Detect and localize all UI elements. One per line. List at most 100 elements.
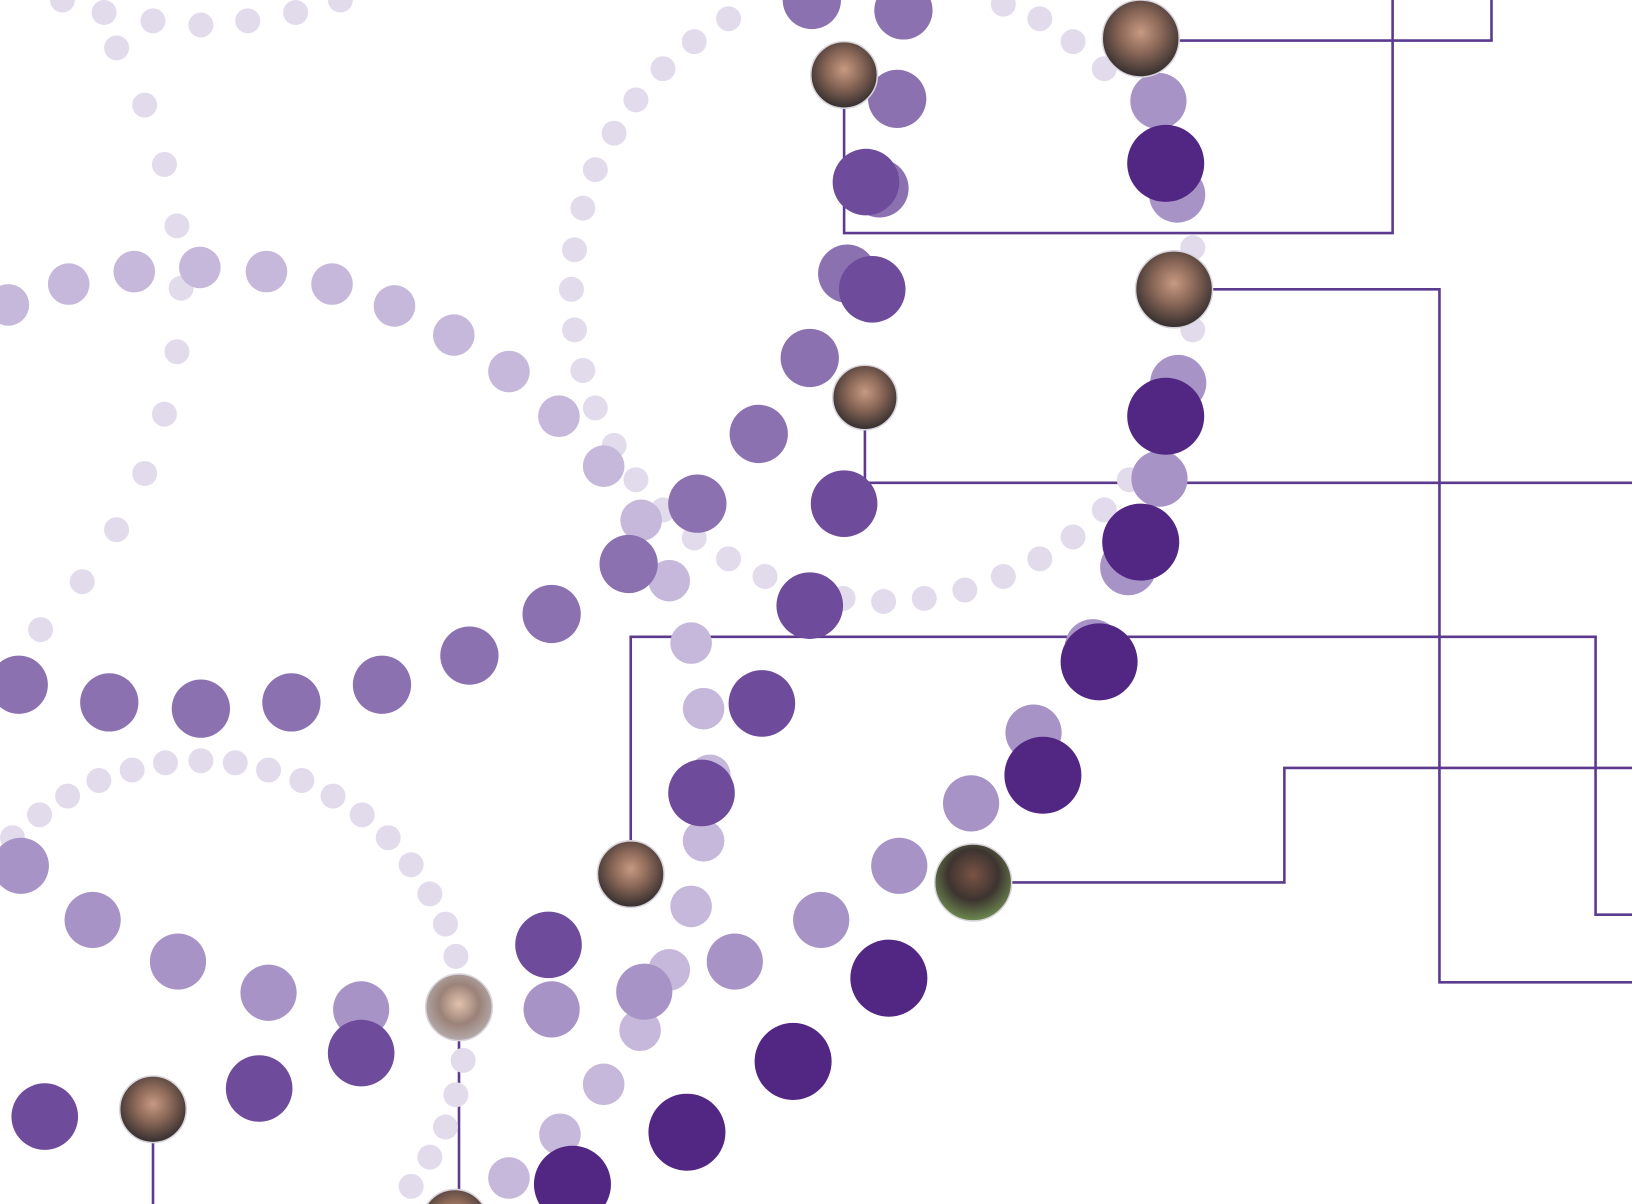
dot bbox=[153, 750, 178, 776]
dot bbox=[113, 250, 156, 293]
connector-line bbox=[629, 635, 1632, 917]
dot bbox=[222, 750, 248, 776]
dot bbox=[623, 467, 649, 493]
dot bbox=[952, 577, 978, 603]
dot bbox=[164, 213, 190, 239]
dot bbox=[668, 759, 735, 827]
dot bbox=[871, 588, 897, 614]
dot bbox=[648, 1093, 726, 1171]
dot bbox=[601, 120, 627, 146]
dot bbox=[49, 0, 75, 13]
dot bbox=[432, 314, 475, 356]
dot bbox=[188, 12, 214, 38]
dot bbox=[349, 802, 375, 828]
dot bbox=[942, 775, 1000, 832]
dot bbox=[582, 157, 608, 183]
dot bbox=[832, 148, 900, 216]
dot bbox=[752, 564, 778, 589]
dot bbox=[151, 151, 177, 177]
dot bbox=[398, 852, 424, 878]
dot bbox=[86, 767, 112, 793]
dot bbox=[716, 6, 742, 32]
dot bbox=[443, 1082, 469, 1108]
dot bbox=[179, 246, 221, 289]
dot bbox=[235, 8, 261, 34]
portrait bbox=[933, 843, 1013, 922]
dot bbox=[850, 939, 928, 1017]
dot bbox=[289, 767, 315, 793]
dot bbox=[874, 0, 933, 40]
dot bbox=[716, 546, 742, 572]
dot bbox=[648, 559, 691, 602]
dot bbox=[256, 757, 282, 783]
dot bbox=[311, 263, 353, 305]
connector-line bbox=[1011, 766, 1632, 884]
dot bbox=[262, 673, 321, 732]
dot bbox=[538, 395, 580, 438]
dot bbox=[523, 981, 580, 1038]
dot bbox=[668, 474, 727, 533]
dot bbox=[570, 357, 596, 383]
dot bbox=[871, 837, 928, 894]
dot bbox=[140, 8, 166, 34]
dot bbox=[119, 757, 145, 783]
dot bbox=[533, 1145, 611, 1204]
dot bbox=[132, 460, 158, 486]
dot bbox=[670, 885, 712, 928]
dot bbox=[616, 963, 673, 1020]
dot bbox=[440, 626, 499, 685]
dot bbox=[373, 285, 416, 327]
dot bbox=[562, 317, 588, 343]
dot bbox=[599, 534, 658, 594]
dot bbox=[582, 1063, 625, 1106]
dot bbox=[432, 911, 458, 937]
dot bbox=[522, 584, 581, 644]
dot bbox=[28, 617, 54, 643]
connector-line bbox=[1179, 0, 1493, 42]
dot bbox=[283, 0, 309, 25]
dot bbox=[754, 1022, 832, 1100]
dot bbox=[780, 328, 839, 388]
dot bbox=[327, 1019, 395, 1087]
portrait bbox=[810, 40, 879, 110]
dot bbox=[539, 1113, 581, 1156]
dot bbox=[398, 1173, 424, 1199]
dot bbox=[1027, 546, 1053, 572]
dot bbox=[55, 783, 81, 809]
dot bbox=[27, 802, 53, 828]
dot bbox=[682, 820, 725, 862]
dot bbox=[706, 933, 763, 990]
dot bbox=[623, 87, 649, 113]
portraits bbox=[118, 0, 1214, 1204]
dot bbox=[810, 470, 878, 537]
dot bbox=[151, 401, 177, 427]
dot bbox=[990, 564, 1016, 589]
dot bbox=[515, 911, 582, 979]
dot bbox=[171, 679, 231, 738]
dot bbox=[620, 499, 662, 542]
dot bbox=[1091, 497, 1117, 523]
dot bbox=[776, 572, 844, 639]
dot bbox=[432, 1114, 458, 1140]
dot bbox=[488, 350, 530, 393]
dot bbox=[782, 0, 841, 30]
dot bbox=[375, 825, 401, 851]
dot bbox=[0, 655, 48, 714]
dot bbox=[320, 783, 346, 809]
portrait bbox=[1134, 250, 1214, 329]
portrait bbox=[596, 840, 665, 909]
dots bbox=[0, 0, 1207, 1204]
dot bbox=[11, 1083, 79, 1150]
dot bbox=[1060, 29, 1086, 55]
dot bbox=[619, 1009, 661, 1052]
dot bbox=[1127, 124, 1205, 202]
dot bbox=[1004, 736, 1082, 814]
dot bbox=[104, 517, 130, 543]
dot bbox=[729, 404, 788, 464]
portrait bbox=[118, 1075, 188, 1144]
dot bbox=[681, 29, 707, 55]
dot bbox=[1127, 377, 1205, 455]
dot bbox=[91, 0, 117, 25]
